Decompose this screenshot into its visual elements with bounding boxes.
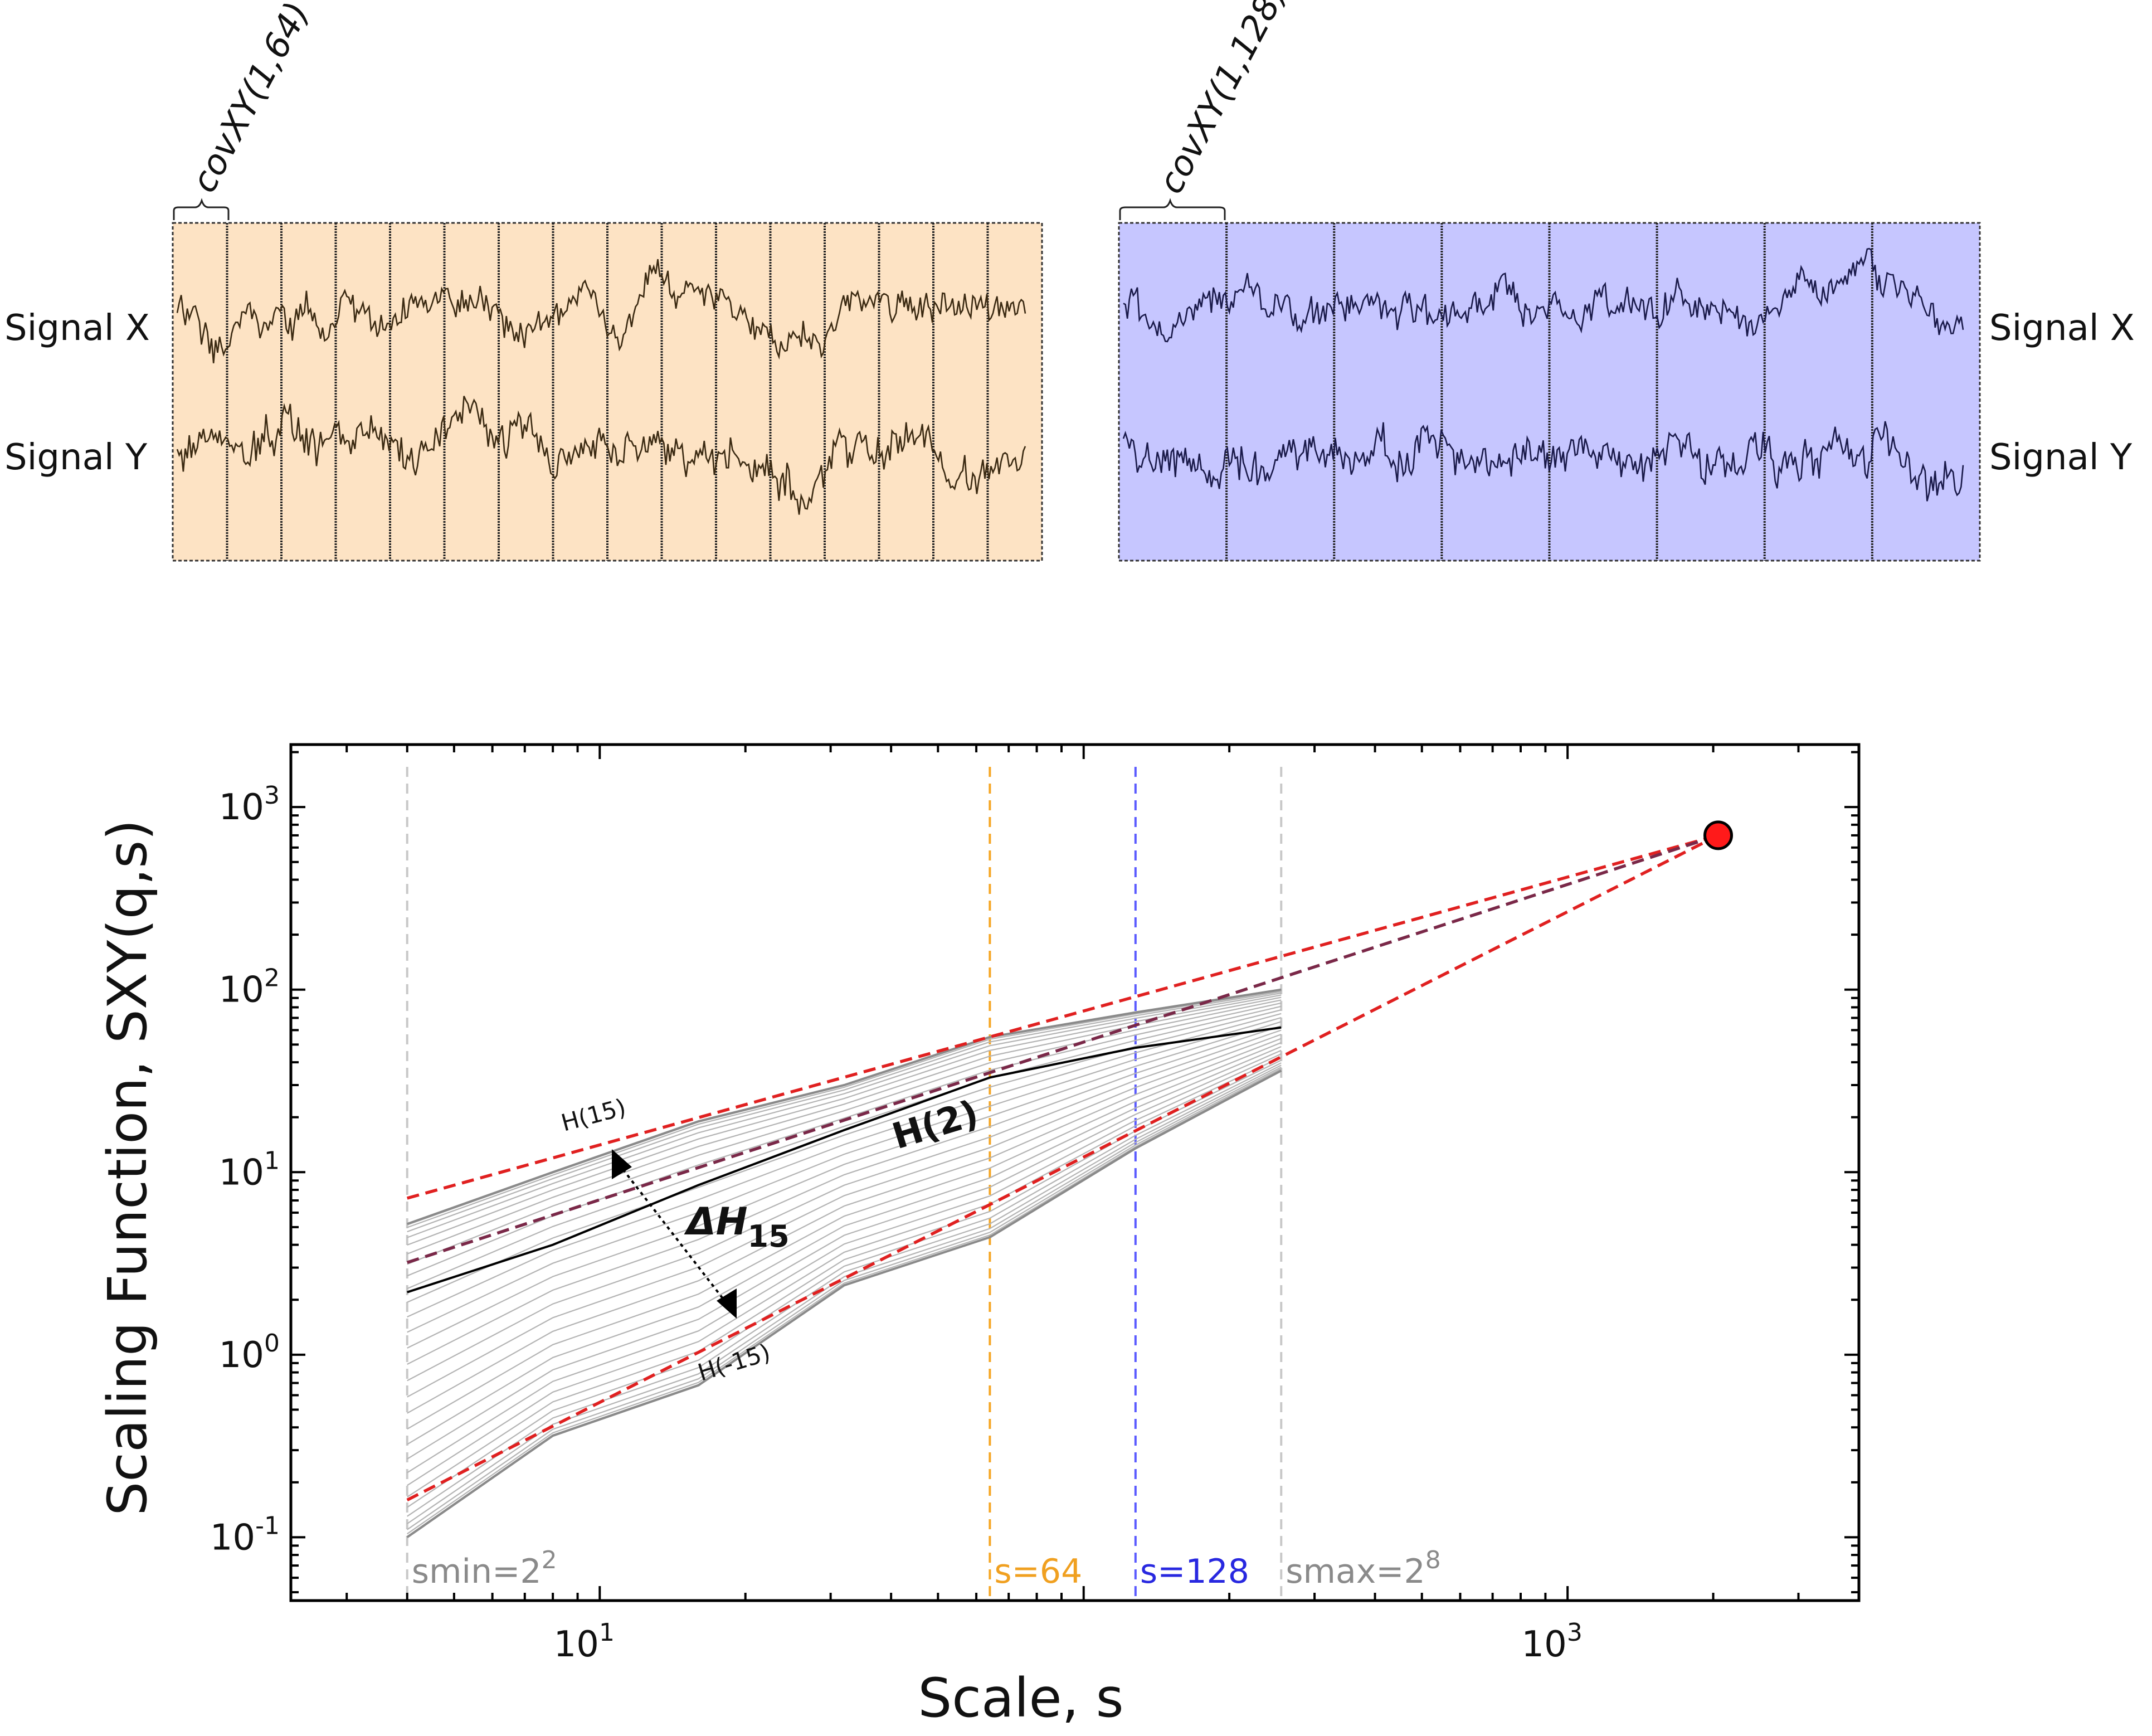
gray-curve-27 <box>407 991 1282 1233</box>
h2-curve <box>407 1026 1282 1294</box>
gray-curve-6 <box>407 1062 1282 1508</box>
y-tick-label-1: 100 <box>219 1329 280 1376</box>
vline-label-text-1: s=64 <box>994 1552 1082 1591</box>
y-tick-label-2: 101 <box>219 1146 280 1193</box>
y-tick-label-base: 10 <box>219 1152 264 1193</box>
panel-left-brace-label: covXY(1,64) <box>183 0 318 199</box>
axis-ticks <box>291 745 1860 1601</box>
y-tick-label-exp: 2 <box>264 964 280 993</box>
plot-area-frame <box>289 743 1861 1602</box>
x-tick-label-base: 10 <box>554 1624 599 1665</box>
gray-curve-20 <box>407 1009 1282 1303</box>
vline-label-0: smin=22 <box>412 1546 557 1591</box>
panel-right-window-dividers <box>1225 223 1873 561</box>
gray-curve-23 <box>407 999 1282 1265</box>
x-axis-label: Scale, s <box>918 1667 1123 1729</box>
panel-right-signal-x-trace <box>1123 247 1964 343</box>
y-tick-label-0: 10-1 <box>210 1511 280 1558</box>
panel-left: covXY(1,64) Signal X Signal Y <box>4 0 1043 562</box>
x-tick-label-exp: 3 <box>1567 1618 1583 1647</box>
y-tick-label-exp: 3 <box>264 781 280 810</box>
y-tick-label-exp: 0 <box>264 1329 280 1358</box>
vline-label-2: s=128 <box>1140 1552 1249 1591</box>
panel-right-signal-y-trace <box>1122 421 1964 502</box>
gray-curve-10 <box>407 1049 1282 1460</box>
vline-label-1: s=64 <box>994 1552 1082 1591</box>
vline-label-3: smax=28 <box>1286 1546 1440 1591</box>
panel-left-signal-y-trace <box>176 396 1026 515</box>
y-axis-label: Scaling Function, SXY(q,s) <box>96 819 159 1515</box>
x-tick-label-1: 103 <box>1521 1618 1582 1665</box>
gray-curve-13 <box>407 1038 1282 1414</box>
envelope-curves <box>406 988 1282 1539</box>
gray-curve-5 <box>407 1064 1282 1517</box>
focal-point-marker <box>1703 820 1734 850</box>
delta-h15-main: ΔH <box>684 1200 748 1244</box>
gray-curve-3 <box>407 1068 1282 1530</box>
gray-curve-18 <box>407 1017 1282 1333</box>
fit-lines <box>406 834 1719 1501</box>
reference-line-labels: smin=22 s=64 s=128 smax=28 <box>412 1546 1441 1591</box>
vline-label-sup-3: 8 <box>1425 1546 1441 1574</box>
y-tick-label-exp: 1 <box>264 1146 280 1175</box>
gray-curve-19 <box>407 1013 1282 1318</box>
gray-curve-9 <box>407 1053 1282 1474</box>
vline-label-text-3: smax=2 <box>1286 1552 1425 1591</box>
reference-lines <box>406 767 1283 1601</box>
gray-curve-21 <box>407 1005 1282 1290</box>
y-tick-label-base: 10 <box>219 787 264 828</box>
lower-envelope <box>406 1069 1282 1539</box>
y-tick-label-3: 102 <box>219 964 280 1011</box>
gray-curve-16 <box>407 1025 1282 1365</box>
gray-curve-15 <box>407 1029 1282 1382</box>
panel-left-signal-x-trace <box>176 259 1026 363</box>
x-tick-label-exp: 1 <box>599 1618 615 1647</box>
x-tick-label-0: 101 <box>554 1618 615 1665</box>
y-tick-label-base: 10 <box>210 1517 255 1558</box>
upper-envelope <box>407 988 1282 1226</box>
panel-left-signal-x-label: Signal X <box>4 308 150 349</box>
gray-curve-8 <box>407 1057 1282 1486</box>
panel-left-brace <box>173 198 230 220</box>
gray-curve-12 <box>407 1042 1282 1430</box>
x-tick-label-base: 10 <box>1521 1624 1566 1665</box>
fit-line-2 <box>406 834 1719 1264</box>
panel-right-brace-label: covXY(1,128) <box>1150 0 1294 200</box>
panel-right-signal-x-label: Signal X <box>1989 308 2135 349</box>
y-tick-label-4: 103 <box>219 781 280 828</box>
panel-right: covXY(1,128) Signal X Signal Y <box>1118 0 2135 562</box>
delta-h15-arrow-line <box>617 1163 728 1305</box>
vline-label-text-0: smin=2 <box>412 1552 542 1591</box>
panel-right-signal-y-label: Signal Y <box>1989 437 2132 478</box>
gray-curve-28 <box>407 990 1282 1228</box>
panel-left-window-dividers <box>226 223 989 561</box>
gray-curve-17 <box>407 1021 1282 1349</box>
gray-curve-25 <box>407 994 1282 1246</box>
gray-curve-2 <box>407 1069 1282 1535</box>
vline-label-sup-0: 2 <box>542 1546 557 1574</box>
gray-curve-4 <box>407 1066 1282 1525</box>
y-tick-label-base: 10 <box>219 970 264 1011</box>
delta-h15-label: ΔH15 <box>684 1200 790 1254</box>
gray-curve-26 <box>407 992 1282 1238</box>
panel-left-signal-y-label: Signal Y <box>4 437 148 478</box>
panel-right-brace <box>1119 198 1226 220</box>
delta-h15-annotation: ΔH15 <box>612 1149 790 1319</box>
delta-h15-arrowhead-up <box>612 1149 632 1179</box>
gray-curve-14 <box>407 1033 1282 1398</box>
y-tick-label-exp: -1 <box>255 1511 280 1540</box>
delta-h15-arrowhead-down <box>717 1288 737 1319</box>
y-tick-label-base: 10 <box>219 1335 264 1376</box>
vline-label-text-2: s=128 <box>1140 1552 1249 1591</box>
delta-h15-subscript: 15 <box>748 1219 790 1254</box>
gray-curve-11 <box>407 1046 1282 1445</box>
